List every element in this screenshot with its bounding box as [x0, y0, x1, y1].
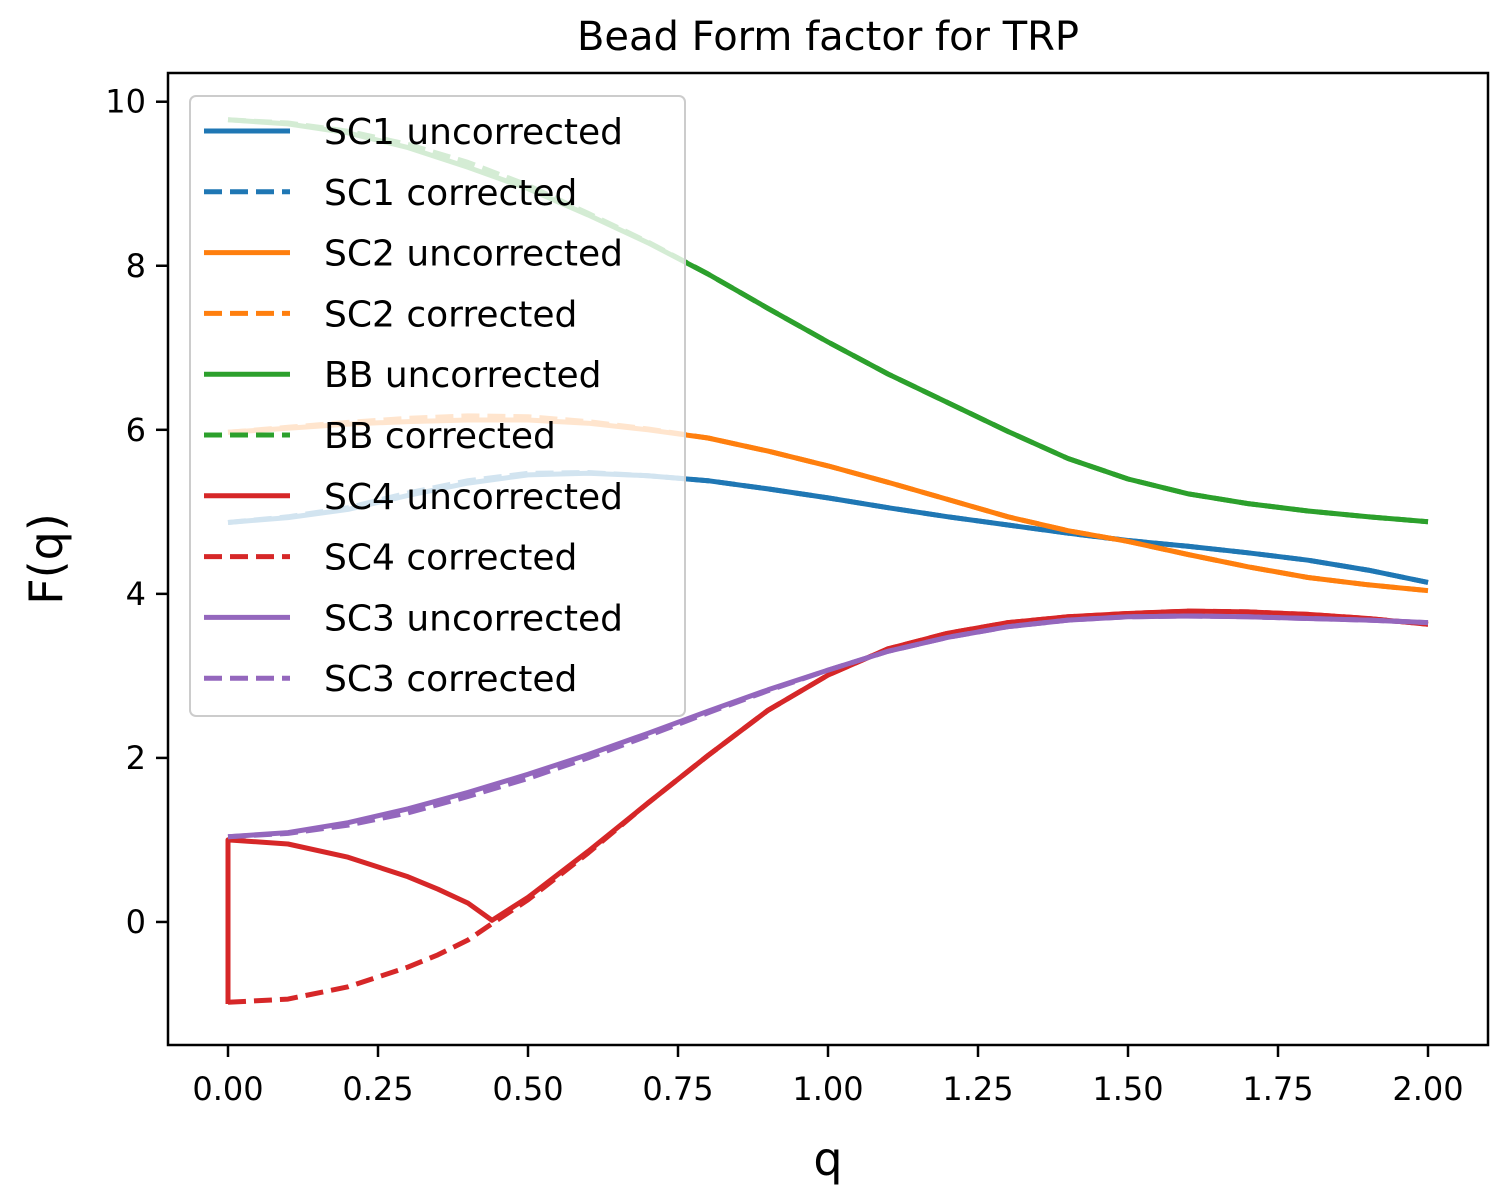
y-tick-label: 10	[105, 83, 146, 121]
x-tick-label: 1.00	[792, 1070, 863, 1108]
legend-label: BB corrected	[324, 416, 556, 457]
legend: SC1 uncorrected SC1 corrected SC2 uncorrec…	[189, 95, 686, 717]
series-line-sc3-corrected	[227, 613, 1429, 840]
legend-label: SC4 uncorrected	[324, 477, 623, 518]
legend-label: SC3 corrected	[324, 659, 577, 700]
series-line-sc2-corrected	[227, 413, 1429, 594]
y-tick-label: 2	[126, 739, 146, 777]
x-tick-label: 1.50	[1092, 1070, 1163, 1108]
legend-label: SC2 uncorrected	[324, 234, 623, 275]
chart-title: Bead Form factor for TRP	[577, 14, 1079, 60]
x-tick-label: 2.00	[1392, 1070, 1463, 1108]
x-axis: 0.00 0.25 0.50 0.75 1.00 1.25 1.50 1.75 2.00	[192, 1045, 1464, 1108]
x-tick-label: 0.75	[642, 1070, 713, 1108]
series-line-sc1-corrected	[227, 470, 1429, 585]
series-line-sc4-corrected	[227, 608, 1429, 1005]
legend-label: SC3 uncorrected	[324, 598, 623, 639]
legend-box	[189, 95, 686, 717]
x-tick-label: 1.25	[942, 1070, 1013, 1108]
x-tick-label: 0.50	[492, 1070, 563, 1108]
y-tick-label: 4	[126, 575, 146, 613]
legend-label: SC2 corrected	[324, 294, 577, 335]
y-axis-label: F(q)	[19, 513, 73, 605]
legend-label: SC4 corrected	[324, 538, 577, 579]
series-line-bb-corrected	[227, 117, 1429, 525]
y-tick-label: 8	[126, 247, 146, 285]
legend-label: SC1 uncorrected	[324, 112, 623, 153]
legend-label: BB uncorrected	[324, 355, 602, 396]
x-tick-label: 0.00	[192, 1070, 263, 1108]
legend-label: SC1 corrected	[324, 173, 577, 214]
y-tick-label: 6	[126, 411, 146, 449]
x-axis-label: q	[813, 1132, 842, 1186]
x-tick-label: 0.25	[342, 1070, 413, 1108]
x-tick-label: 1.75	[1242, 1070, 1313, 1108]
y-tick-label: 0	[126, 903, 146, 941]
y-axis: 0 2 4 6 8 10	[105, 83, 168, 941]
